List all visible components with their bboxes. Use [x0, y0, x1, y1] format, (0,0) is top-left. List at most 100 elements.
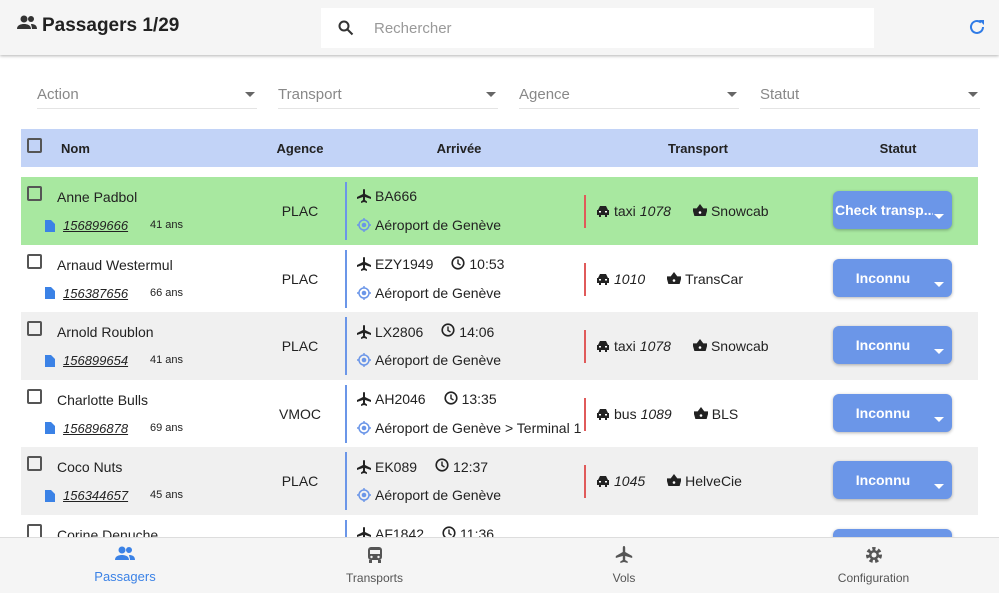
row-checkbox[interactable]: [27, 186, 42, 201]
table-header: Nom Agence Arrivée Transport Statut: [21, 129, 978, 167]
status-button[interactable]: Inconnu: [833, 393, 952, 432]
nav-icon: [615, 546, 633, 563]
id-text[interactable]: 156344657: [63, 488, 129, 503]
row-checkbox[interactable]: [27, 388, 42, 404]
search-box[interactable]: Rechercher: [321, 8, 874, 48]
transport-bar: [584, 330, 586, 363]
status-caret[interactable]: [934, 342, 944, 358]
passenger-id[interactable]: 156899654: [45, 353, 128, 368]
location-icon: [357, 285, 371, 300]
document-icon: [45, 219, 55, 232]
table-row[interactable]: Arnold Roublon 156899654 41 ans PLAC LX2806 1…: [21, 312, 978, 380]
status-caret[interactable]: [934, 275, 944, 291]
nav-icon: [115, 546, 135, 560]
arrival-bar: [345, 452, 347, 510]
refresh-icon[interactable]: [967, 17, 987, 37]
nav-icon: [865, 547, 882, 563]
dropdown-caret: [968, 92, 978, 97]
transport-bar: [584, 262, 586, 296]
row-checkbox[interactable]: [27, 253, 42, 269]
id-text[interactable]: 156896878: [63, 420, 129, 436]
passenger-id[interactable]: 156899666: [45, 218, 128, 233]
flight-line: LX2806 14:06: [357, 323, 494, 340]
dropdown-caret: [934, 416, 944, 422]
basket: [692, 203, 708, 219]
clock: [451, 255, 465, 273]
clock: [443, 390, 458, 408]
header: Passagers 1/29 Rechercher: [0, 0, 999, 55]
flight-line: EK089 12:37: [357, 458, 488, 475]
select-all-checkbox[interactable]: [27, 138, 42, 153]
table-row[interactable]: Anne Padbol 156899666 41 ans PLAC BA666 Aérop…: [21, 177, 978, 245]
row-checkbox[interactable]: [27, 321, 42, 336]
nav-label: Vols: [612, 571, 636, 585]
filter-select[interactable]: Transport: [278, 86, 498, 109]
table-row[interactable]: Arnaud Westermul 156387656 66 ans PLAC EZY19…: [21, 244, 978, 313]
nav-item[interactable]: Configuration: [774, 546, 974, 585]
nav-label: Transports: [346, 571, 403, 585]
table-row[interactable]: Corine Denuche AF1842 11:36: [21, 514, 978, 537]
filter-select[interactable]: Statut: [760, 86, 980, 109]
passenger-id[interactable]: 156896878: [45, 421, 128, 436]
airport-line: Aéroport de Genève: [357, 285, 501, 301]
filter-label: Agence: [519, 86, 570, 103]
nav-item[interactable]: Vols: [524, 546, 724, 585]
flight-number: BA666: [375, 188, 418, 204]
plane-icon: [357, 257, 371, 271]
status-button[interactable]: [833, 528, 952, 537]
id-text[interactable]: 156899666: [63, 218, 129, 233]
filter-select[interactable]: Action: [37, 86, 257, 109]
transport-company: BLS: [711, 405, 739, 422]
row-checkbox[interactable]: [27, 523, 42, 537]
agency: PLAC: [281, 203, 319, 219]
transport-line: taxi 1078 Snowcab: [596, 203, 769, 219]
passenger-name: Anne Padbol: [57, 189, 138, 205]
id-text[interactable]: 156387656: [63, 285, 129, 301]
passenger-age: 45 ans: [150, 489, 184, 501]
airport-line: Aéroport de Genève: [357, 487, 501, 503]
dropdown-caret: [934, 214, 944, 219]
airport: Aéroport de Genève: [375, 352, 502, 368]
table-row[interactable]: Coco Nuts 156344657 45 ans PLAC EK089 12:37 Aé…: [21, 447, 978, 515]
filter-label: Statut: [760, 86, 800, 103]
row-checkbox[interactable]: [27, 456, 42, 471]
status-caret[interactable]: [934, 207, 944, 223]
filter-select[interactable]: Agence: [519, 86, 739, 109]
clock-icon: [442, 525, 456, 537]
nav-item[interactable]: Passagers: [25, 546, 225, 584]
dropdown-caret: [245, 92, 255, 97]
status-caret[interactable]: [934, 477, 944, 493]
clock: [442, 525, 456, 537]
passenger-name: Arnold Roublon: [57, 324, 154, 340]
arrival-bar: [345, 317, 347, 375]
flight-number: AF1842: [375, 526, 425, 537]
dropdown-caret: [727, 92, 737, 97]
arrival-time: 10:53: [469, 256, 505, 272]
clock-icon: [443, 390, 458, 405]
status-button[interactable]: Inconnu: [833, 258, 952, 297]
clock-icon: [451, 255, 465, 270]
status-caret[interactable]: [934, 410, 944, 426]
arrival-bar: [345, 519, 347, 537]
transport-number: 1010: [614, 270, 646, 287]
airport: Aéroport de Genève: [375, 217, 502, 233]
status-text: Inconnu: [855, 337, 911, 353]
transport-type: bus: [614, 405, 637, 422]
arrival-time: 14:06: [459, 323, 495, 340]
arrival-time: 12:37: [453, 458, 489, 475]
passenger-age: 41 ans: [150, 354, 184, 366]
id-text[interactable]: 156899654: [63, 353, 129, 368]
agency: VMOC: [279, 405, 321, 422]
status-button[interactable]: Check transp...: [833, 191, 952, 229]
status-button[interactable]: Inconnu: [833, 326, 952, 364]
table-row[interactable]: Charlotte Bulls 156896878 69 ans VMOC AH2046…: [21, 379, 978, 448]
nav-item[interactable]: Transports: [275, 546, 475, 585]
people-icon: [17, 15, 37, 29]
search-icon: [338, 20, 354, 36]
passenger-id[interactable]: 156387656: [45, 286, 128, 301]
arrival-bar: [345, 182, 347, 240]
dropdown-caret: [934, 349, 944, 354]
passenger-id[interactable]: 156344657: [45, 488, 128, 503]
status-button[interactable]: Inconnu: [833, 461, 952, 499]
passenger-name: Charlotte Bulls: [57, 391, 149, 408]
